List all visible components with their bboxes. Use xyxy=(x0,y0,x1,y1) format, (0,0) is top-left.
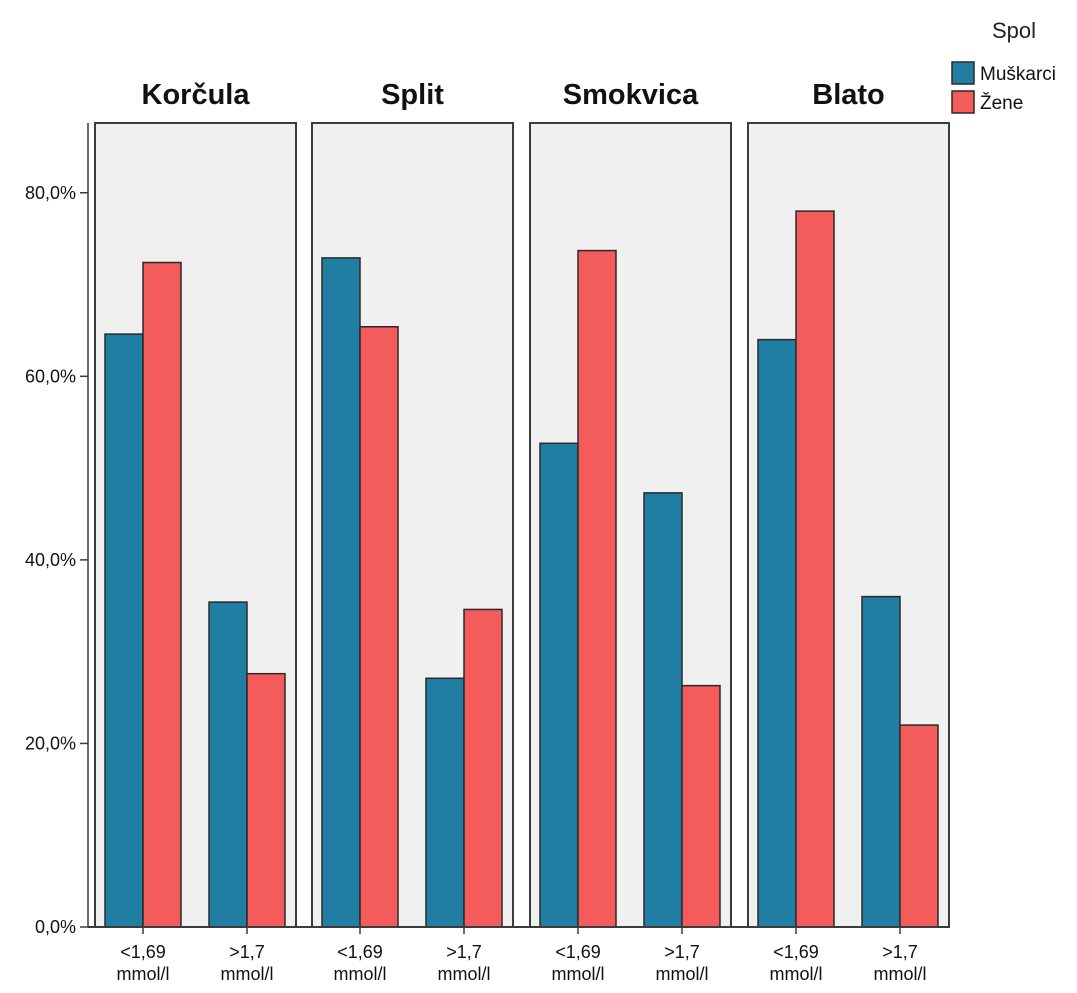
bar-1-2-1 xyxy=(208,601,248,928)
x-tick-label: <1,69 xyxy=(555,942,601,962)
bar-1-1-2 xyxy=(142,261,182,928)
legend-label: Muškarci xyxy=(980,64,1056,85)
panel-title: Split xyxy=(381,79,444,111)
x-tick-label: >1,7 xyxy=(229,942,265,962)
x-tick-label: <1,69 xyxy=(773,942,819,962)
x-tick-label: mmol/l xyxy=(334,964,387,984)
x-tick-label: >1,7 xyxy=(664,942,700,962)
x-tick-label: mmol/l xyxy=(552,964,605,984)
bar-4-1-2 xyxy=(795,210,835,928)
x-tick-label: >1,7 xyxy=(446,942,482,962)
y-tick-label: 80,0% xyxy=(25,183,76,203)
panel-title: Smokvica xyxy=(563,79,699,111)
bar-2-1-1 xyxy=(321,257,361,928)
legend-swatch xyxy=(951,90,975,114)
y-tick-label: 0,0% xyxy=(35,917,76,937)
legend-label: Žene xyxy=(980,92,1023,114)
bar-1-2-2 xyxy=(246,672,286,928)
legend-swatch xyxy=(951,61,975,85)
x-tick-label: mmol/l xyxy=(874,964,927,984)
y-tick-label: 60,0% xyxy=(25,366,76,386)
x-tick-label: >1,7 xyxy=(882,942,918,962)
x-tick-label: mmol/l xyxy=(221,964,274,984)
y-tick-label: 20,0% xyxy=(25,733,76,753)
panel-title: Korčula xyxy=(142,79,251,111)
bar-1-1-1 xyxy=(104,333,144,928)
bar-2-2-2 xyxy=(463,608,503,928)
bar-4-2-1 xyxy=(861,595,901,928)
bar-2-2-1 xyxy=(425,677,465,928)
x-tick-label: <1,69 xyxy=(120,942,166,962)
x-tick-label: mmol/l xyxy=(770,964,823,984)
x-tick-label: <1,69 xyxy=(337,942,383,962)
bar-3-2-1 xyxy=(643,492,683,928)
x-tick-label: mmol/l xyxy=(656,964,709,984)
bar-3-1-1 xyxy=(539,442,579,928)
bar-3-2-2 xyxy=(681,684,721,928)
bar-3-1-2 xyxy=(577,249,617,928)
bar-2-1-2 xyxy=(359,326,399,928)
panel-title: Blato xyxy=(812,79,885,111)
x-tick-label: mmol/l xyxy=(438,964,491,984)
legend-title: Spol xyxy=(992,18,1036,43)
bar-4-1-1 xyxy=(757,338,797,928)
y-tick-label: 40,0% xyxy=(25,550,76,570)
x-tick-label: mmol/l xyxy=(117,964,170,984)
bar-4-2-2 xyxy=(899,724,939,928)
